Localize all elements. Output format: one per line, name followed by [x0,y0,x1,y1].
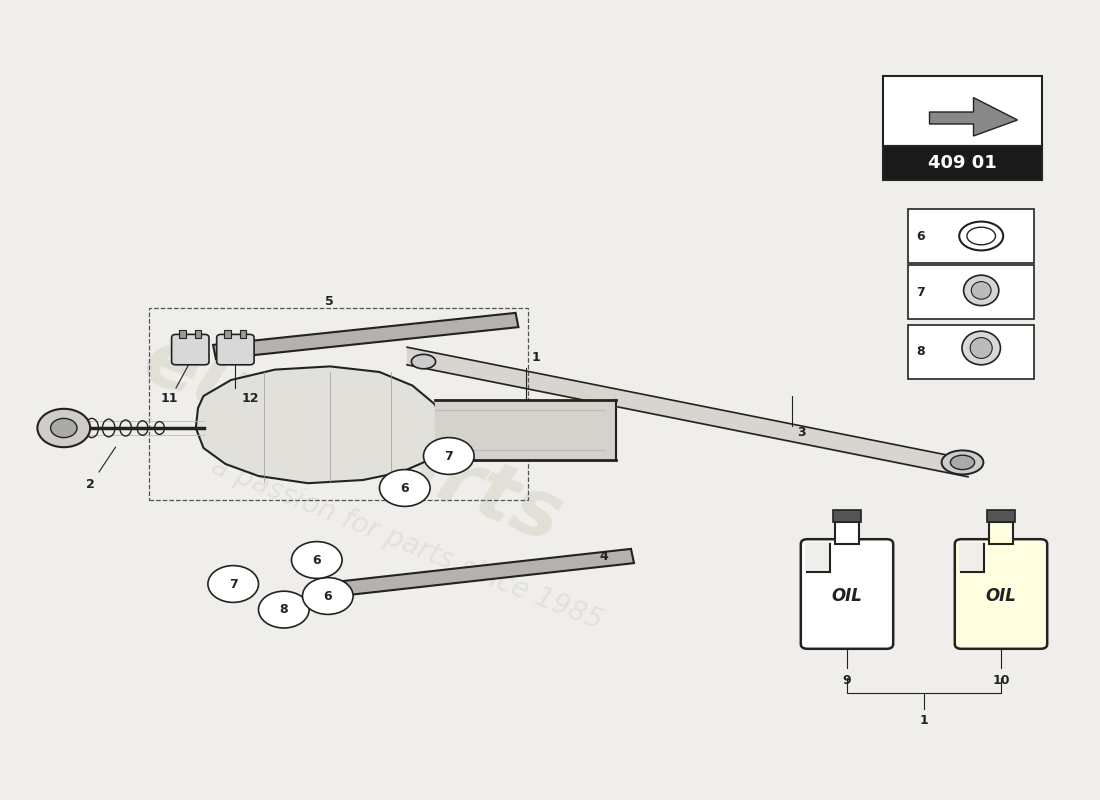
Bar [908,265,1034,319]
Circle shape [37,409,90,447]
Text: 1: 1 [531,351,540,364]
Text: 3: 3 [798,426,806,438]
FancyBboxPatch shape [217,334,254,365]
Text: 10: 10 [992,674,1010,686]
Text: 5: 5 [324,295,333,308]
Text: OIL: OIL [832,587,862,605]
Ellipse shape [970,338,992,358]
Bar [882,76,1043,146]
Polygon shape [930,98,1018,136]
Text: 8: 8 [279,603,288,616]
Text: 7: 7 [229,578,238,590]
Text: 2: 2 [86,478,95,490]
Circle shape [51,418,77,438]
Circle shape [258,591,309,628]
Bar [987,510,1015,522]
Bar [240,330,246,338]
Ellipse shape [971,282,991,299]
Bar [835,522,859,544]
Ellipse shape [961,331,1001,365]
Polygon shape [959,542,983,572]
Text: a passion for parts since 1985: a passion for parts since 1985 [207,453,607,635]
Text: 409 01: 409 01 [928,154,997,172]
Text: 9: 9 [843,674,851,686]
Text: 1: 1 [920,714,928,726]
Circle shape [379,470,430,506]
Ellipse shape [959,222,1003,250]
Text: 11: 11 [161,392,178,405]
Text: 12: 12 [242,392,260,405]
Bar [833,510,861,522]
Text: 7: 7 [444,450,453,462]
Bar [989,522,1013,544]
Circle shape [424,438,474,474]
Text: 6: 6 [400,482,409,494]
Ellipse shape [967,227,996,245]
Circle shape [208,566,258,602]
Ellipse shape [942,450,983,474]
Circle shape [302,578,353,614]
Ellipse shape [411,354,436,369]
Polygon shape [213,313,518,359]
Bar [179,330,186,338]
Text: 8: 8 [916,346,925,358]
Bar [195,330,201,338]
Text: 7: 7 [916,286,925,298]
Polygon shape [805,542,829,572]
Text: europarts: europarts [131,321,573,559]
FancyBboxPatch shape [955,539,1047,649]
Bar [224,330,231,338]
Text: 6: 6 [916,230,925,242]
Polygon shape [196,366,446,483]
Text: 4: 4 [600,550,608,563]
Bar [908,325,1034,379]
Text: 6: 6 [312,554,321,566]
Circle shape [292,542,342,578]
Text: 6: 6 [323,590,332,602]
FancyBboxPatch shape [801,539,893,649]
Bar [882,146,1043,180]
Bar [908,209,1034,263]
Ellipse shape [950,455,975,470]
Polygon shape [323,549,634,598]
Text: OIL: OIL [986,587,1016,605]
Bar [148,308,528,500]
FancyBboxPatch shape [172,334,209,365]
Ellipse shape [964,275,999,306]
